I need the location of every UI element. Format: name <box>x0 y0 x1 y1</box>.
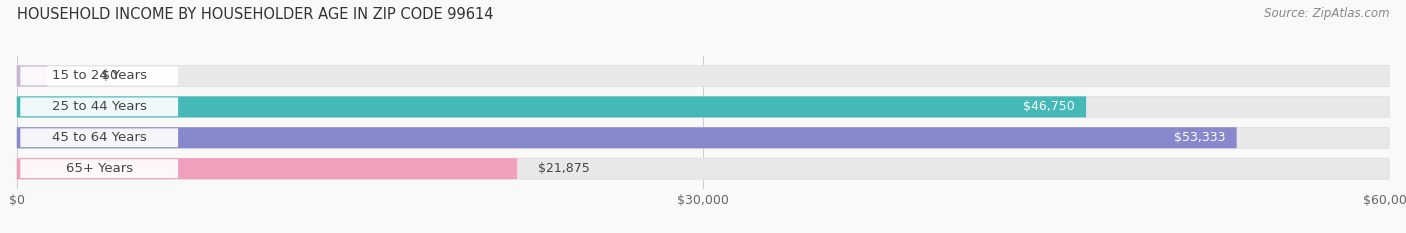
Text: $53,333: $53,333 <box>1174 131 1226 144</box>
Text: Source: ZipAtlas.com: Source: ZipAtlas.com <box>1264 7 1389 20</box>
Text: 25 to 44 Years: 25 to 44 Years <box>52 100 146 113</box>
Text: 65+ Years: 65+ Years <box>66 162 132 175</box>
FancyBboxPatch shape <box>17 65 1389 86</box>
FancyBboxPatch shape <box>17 127 1237 148</box>
FancyBboxPatch shape <box>17 158 517 179</box>
Text: 15 to 24 Years: 15 to 24 Years <box>52 69 146 82</box>
Text: $21,875: $21,875 <box>537 162 589 175</box>
FancyBboxPatch shape <box>20 159 179 178</box>
FancyBboxPatch shape <box>20 97 179 116</box>
FancyBboxPatch shape <box>17 158 1389 179</box>
Text: $0: $0 <box>103 69 118 82</box>
Text: HOUSEHOLD INCOME BY HOUSEHOLDER AGE IN ZIP CODE 99614: HOUSEHOLD INCOME BY HOUSEHOLDER AGE IN Z… <box>17 7 494 22</box>
FancyBboxPatch shape <box>17 96 1389 117</box>
FancyBboxPatch shape <box>20 67 179 86</box>
Text: 45 to 64 Years: 45 to 64 Years <box>52 131 146 144</box>
FancyBboxPatch shape <box>17 127 1389 148</box>
Text: $46,750: $46,750 <box>1024 100 1076 113</box>
FancyBboxPatch shape <box>20 128 179 147</box>
FancyBboxPatch shape <box>17 96 1085 117</box>
FancyBboxPatch shape <box>17 65 46 86</box>
